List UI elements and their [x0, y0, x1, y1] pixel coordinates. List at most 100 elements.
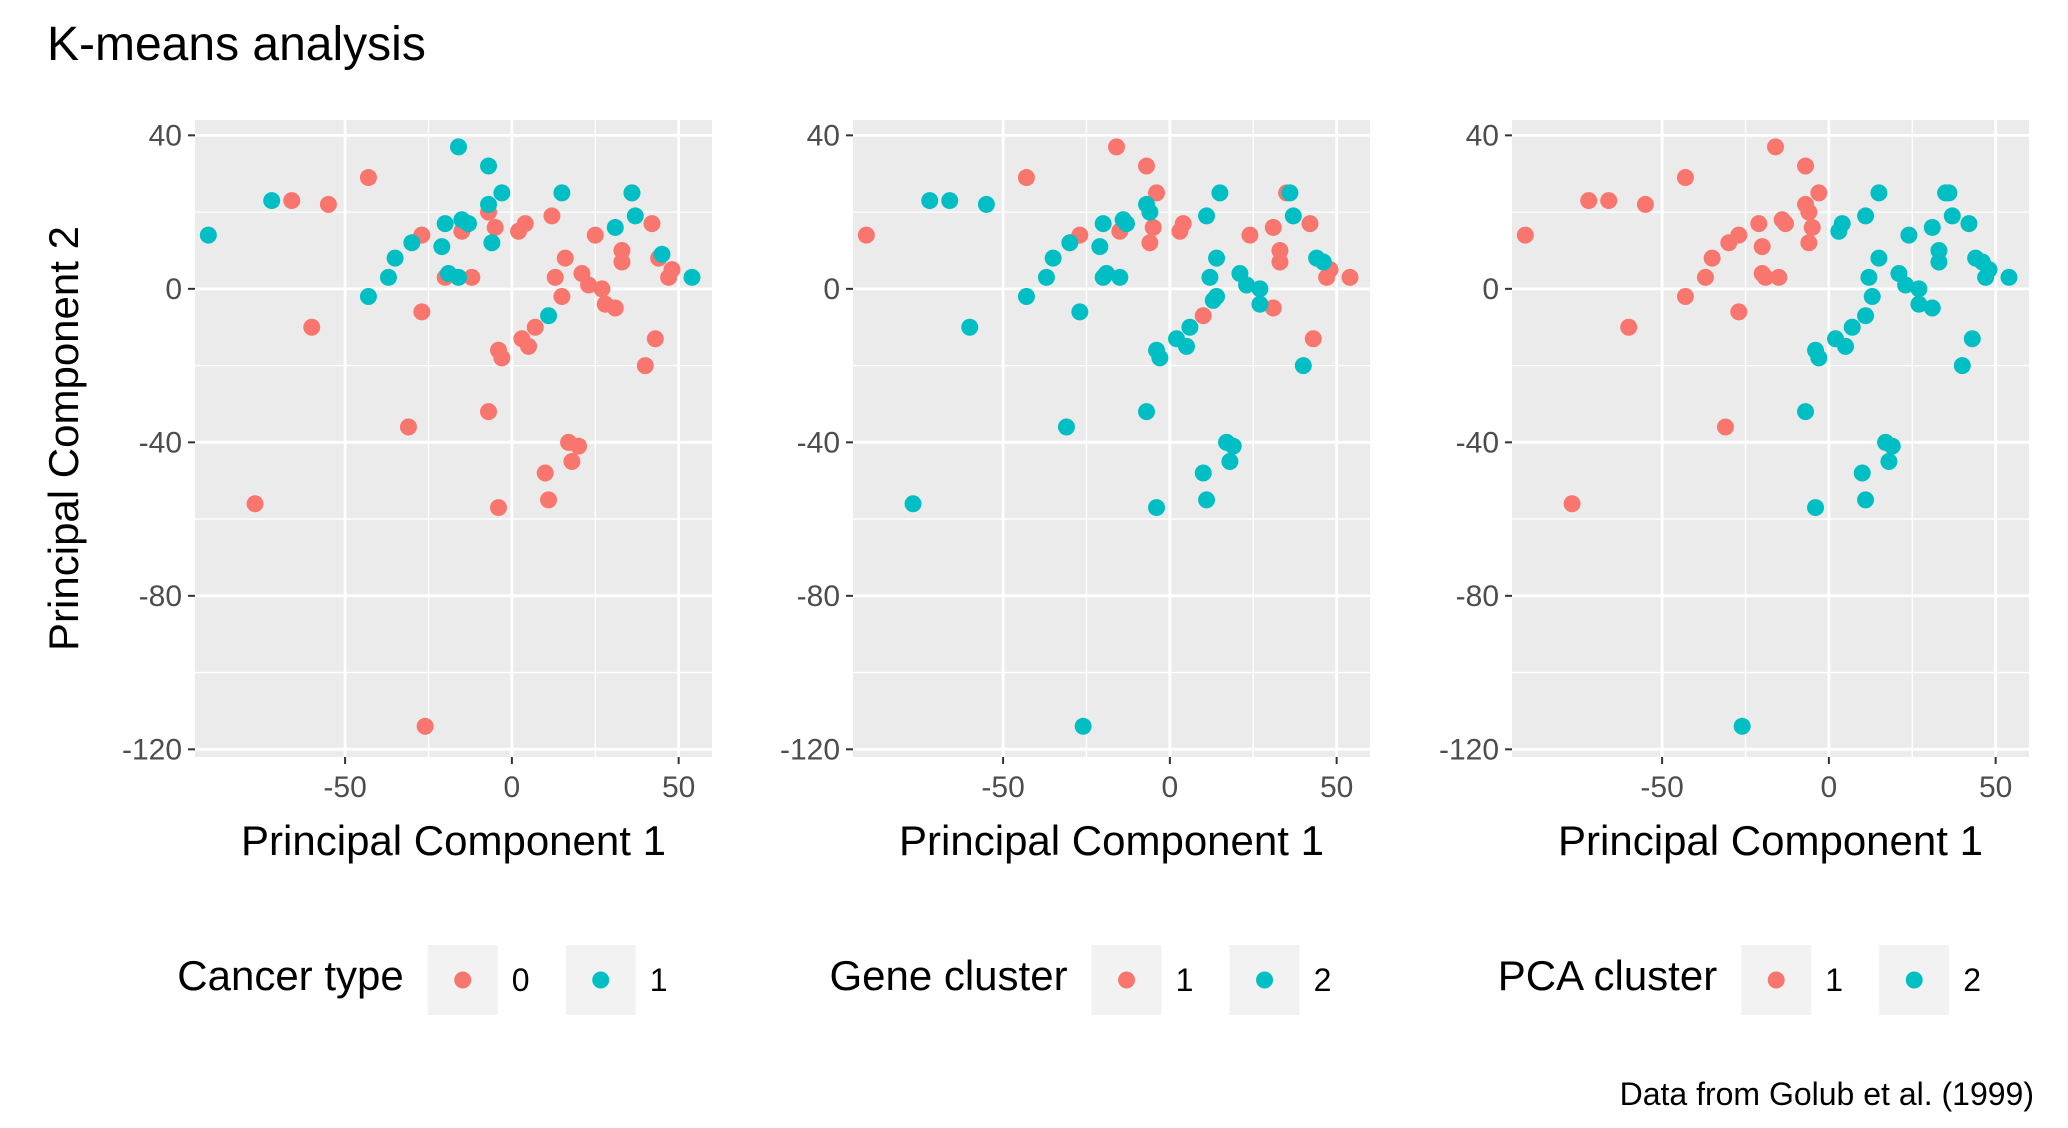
data-point [961, 318, 979, 336]
data-point [1281, 184, 1299, 202]
data-point [1208, 249, 1226, 267]
data-point [493, 184, 511, 202]
data-point [556, 249, 574, 267]
data-point [1074, 717, 1092, 735]
data-point [1923, 218, 1941, 236]
panel-background [1512, 120, 2029, 757]
data-point [263, 192, 281, 210]
data-point [1037, 268, 1055, 286]
data-point [857, 226, 875, 244]
data-point [1730, 226, 1748, 244]
data-point [636, 357, 654, 375]
data-point [1676, 169, 1694, 187]
data-point [1857, 207, 1875, 225]
x-tick-label: 50 [1979, 771, 2012, 804]
legend-label: 2 [1963, 962, 1981, 998]
data-point [1314, 253, 1332, 271]
data-point [486, 218, 504, 236]
data-point [1174, 215, 1192, 233]
legend-title: PCA cluster [1498, 952, 1717, 999]
data-point [1733, 717, 1751, 735]
data-point [1194, 464, 1212, 482]
x-tick-label: -50 [323, 771, 366, 804]
data-point [1797, 403, 1815, 421]
data-point [1094, 215, 1112, 233]
data-point [540, 307, 558, 325]
data-point [1880, 453, 1898, 471]
legend-label: 2 [1314, 962, 1332, 998]
legend-dot [454, 971, 472, 989]
data-point [480, 157, 498, 175]
y-tick-label: 40 [807, 119, 840, 152]
data-point [1221, 453, 1239, 471]
y-tick-label: 0 [165, 273, 182, 306]
data-point [1703, 249, 1721, 267]
data-point [283, 192, 301, 210]
data-point [1857, 307, 1875, 325]
data-point [1963, 330, 1981, 348]
data-point [553, 184, 571, 202]
data-point [1730, 303, 1748, 321]
x-axis-title: Principal Component 1 [899, 817, 1324, 864]
y-tick-label: 40 [149, 119, 182, 152]
data-point [553, 288, 571, 306]
data-point [1091, 238, 1109, 256]
y-tick-label: 40 [1466, 119, 1499, 152]
data-point [1807, 499, 1825, 517]
data-point [563, 453, 581, 471]
data-point [1181, 318, 1199, 336]
legend-dot [592, 971, 610, 989]
data-point [593, 280, 611, 298]
data-point [1563, 495, 1581, 513]
scatter-panel-2: -50 0 50 40 0 -40 -80 -120 Principal Component 1… [780, 119, 1370, 1015]
data-point [453, 211, 471, 229]
data-point [1208, 288, 1226, 306]
figure-title: K-means analysis [47, 18, 426, 71]
data-point [1910, 280, 1928, 298]
data-point [1148, 499, 1166, 517]
data-point [1800, 234, 1818, 252]
data-point [1044, 249, 1062, 267]
data-point [1141, 234, 1159, 252]
data-point [399, 418, 417, 436]
data-point [1144, 218, 1162, 236]
legend-title: Cancer type [177, 952, 403, 999]
data-point [1810, 184, 1828, 202]
data-point [483, 234, 501, 252]
data-point [683, 268, 701, 286]
data-point [1251, 280, 1269, 298]
data-point [1853, 464, 1871, 482]
data-point [623, 184, 641, 202]
data-point [536, 464, 554, 482]
data-point [319, 195, 337, 213]
data-point [1833, 215, 1851, 233]
data-point [199, 226, 217, 244]
data-point [1770, 268, 1788, 286]
y-axis-title: Principal Component 2 [40, 226, 87, 651]
data-point [1198, 207, 1216, 225]
data-point [386, 249, 404, 267]
y-tick-label: -40 [139, 426, 182, 459]
data-point [1897, 276, 1915, 294]
data-point [1860, 268, 1878, 286]
data-point [663, 261, 681, 279]
data-point [1636, 195, 1654, 213]
y-tick-label: -120 [1439, 733, 1499, 766]
legend: PCA cluster 1 2 [1498, 945, 1981, 1015]
scatter-panel-3: -50 0 50 40 0 -40 -80 -120 Principal Component 1… [1439, 119, 2029, 1015]
legend: Gene cluster 1 2 [829, 945, 1331, 1015]
data-point [1676, 288, 1694, 306]
data-point [1810, 349, 1828, 367]
data-point [246, 495, 264, 513]
data-point [1980, 261, 1998, 279]
data-point [1224, 437, 1242, 455]
y-tick-label: -40 [1456, 426, 1499, 459]
data-point [1516, 226, 1534, 244]
data-point [1301, 215, 1319, 233]
data-point [1863, 288, 1881, 306]
y-tick-label: -120 [780, 733, 840, 766]
legend-label: 1 [650, 962, 668, 998]
data-point [433, 238, 451, 256]
data-point [1943, 207, 1961, 225]
data-point [1716, 418, 1734, 436]
